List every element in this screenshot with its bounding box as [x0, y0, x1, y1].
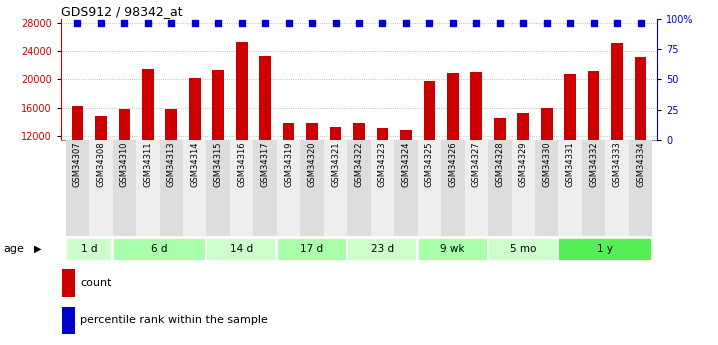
Text: 5 mo: 5 mo [510, 244, 536, 254]
Text: GSM34327: GSM34327 [472, 142, 481, 187]
Bar [447, 73, 459, 221]
Text: GDS912 / 98342_at: GDS912 / 98342_at [61, 5, 182, 18]
Bar [605, 140, 629, 236]
Bar [62, 269, 75, 297]
Bar [213, 70, 224, 221]
Bar [629, 140, 652, 236]
Text: 14 d: 14 d [230, 244, 253, 254]
Text: count: count [80, 278, 111, 288]
Text: GSM34315: GSM34315 [214, 142, 223, 187]
Text: GSM34322: GSM34322 [355, 142, 363, 187]
Bar [62, 307, 75, 334]
Text: GSM34314: GSM34314 [190, 142, 200, 187]
Bar [582, 140, 605, 236]
Bar [465, 140, 488, 236]
Text: age: age [4, 244, 24, 254]
Text: GSM34308: GSM34308 [96, 142, 106, 187]
Bar [283, 124, 294, 221]
Bar [207, 238, 276, 261]
Bar [564, 75, 576, 221]
Text: GSM34331: GSM34331 [566, 142, 574, 187]
Bar [324, 140, 348, 236]
Text: GSM34307: GSM34307 [73, 142, 82, 187]
Bar [66, 238, 112, 261]
Text: GSM34323: GSM34323 [378, 142, 387, 187]
Bar [259, 56, 271, 221]
Bar [559, 140, 582, 236]
Bar [588, 71, 600, 221]
Bar [306, 124, 318, 221]
Text: 17 d: 17 d [300, 244, 323, 254]
Bar [611, 43, 623, 221]
Text: 6 d: 6 d [151, 244, 167, 254]
Bar [330, 127, 341, 221]
Bar [118, 109, 130, 221]
Bar [635, 57, 646, 221]
Bar [207, 140, 230, 236]
Text: GSM34326: GSM34326 [448, 142, 457, 187]
Bar [113, 140, 136, 236]
Text: GSM34313: GSM34313 [167, 142, 176, 187]
Bar [353, 124, 365, 221]
Bar [494, 118, 505, 221]
Bar [236, 42, 248, 221]
Bar [113, 238, 206, 261]
Text: 23 d: 23 d [370, 244, 393, 254]
Bar [72, 106, 83, 221]
Bar [253, 140, 277, 236]
Bar [66, 140, 89, 236]
Bar [89, 140, 113, 236]
Text: GSM34319: GSM34319 [284, 142, 293, 187]
Text: GSM34328: GSM34328 [495, 142, 504, 187]
Text: GSM34324: GSM34324 [401, 142, 411, 187]
Text: GSM34329: GSM34329 [518, 142, 528, 187]
Bar [189, 78, 200, 221]
Bar [136, 140, 159, 236]
Bar [394, 140, 418, 236]
Bar [400, 130, 412, 221]
Bar [277, 140, 300, 236]
Bar [95, 116, 107, 221]
Bar [541, 108, 553, 221]
Text: GSM34317: GSM34317 [261, 142, 270, 187]
Bar [348, 140, 370, 236]
Bar [488, 238, 558, 261]
Bar [418, 238, 488, 261]
Bar [559, 238, 652, 261]
Text: 1 d: 1 d [80, 244, 97, 254]
Text: 9 wk: 9 wk [440, 244, 465, 254]
Text: GSM34320: GSM34320 [307, 142, 317, 187]
Bar [418, 140, 441, 236]
Bar [535, 140, 559, 236]
Bar [159, 140, 183, 236]
Bar [441, 140, 465, 236]
Bar [142, 69, 154, 221]
Text: GSM34330: GSM34330 [542, 142, 551, 187]
Bar [518, 114, 529, 221]
Bar [277, 238, 347, 261]
Bar [424, 81, 435, 221]
Text: 1 y: 1 y [597, 244, 613, 254]
Bar [183, 140, 207, 236]
Bar [348, 238, 417, 261]
Text: percentile rank within the sample: percentile rank within the sample [80, 315, 268, 325]
Text: GSM34334: GSM34334 [636, 142, 645, 187]
Text: GSM34332: GSM34332 [589, 142, 598, 187]
Text: GSM34321: GSM34321 [331, 142, 340, 187]
Bar [300, 140, 324, 236]
Text: GSM34316: GSM34316 [237, 142, 246, 187]
Bar [370, 140, 394, 236]
Bar [470, 71, 482, 221]
Text: GSM34310: GSM34310 [120, 142, 129, 187]
Text: GSM34311: GSM34311 [144, 142, 152, 187]
Bar [230, 140, 253, 236]
Bar [377, 128, 388, 221]
Text: GSM34325: GSM34325 [425, 142, 434, 187]
Text: ▶: ▶ [34, 244, 42, 254]
Bar [511, 140, 535, 236]
Bar [488, 140, 511, 236]
Text: GSM34333: GSM34333 [612, 142, 622, 187]
Bar [165, 109, 177, 221]
